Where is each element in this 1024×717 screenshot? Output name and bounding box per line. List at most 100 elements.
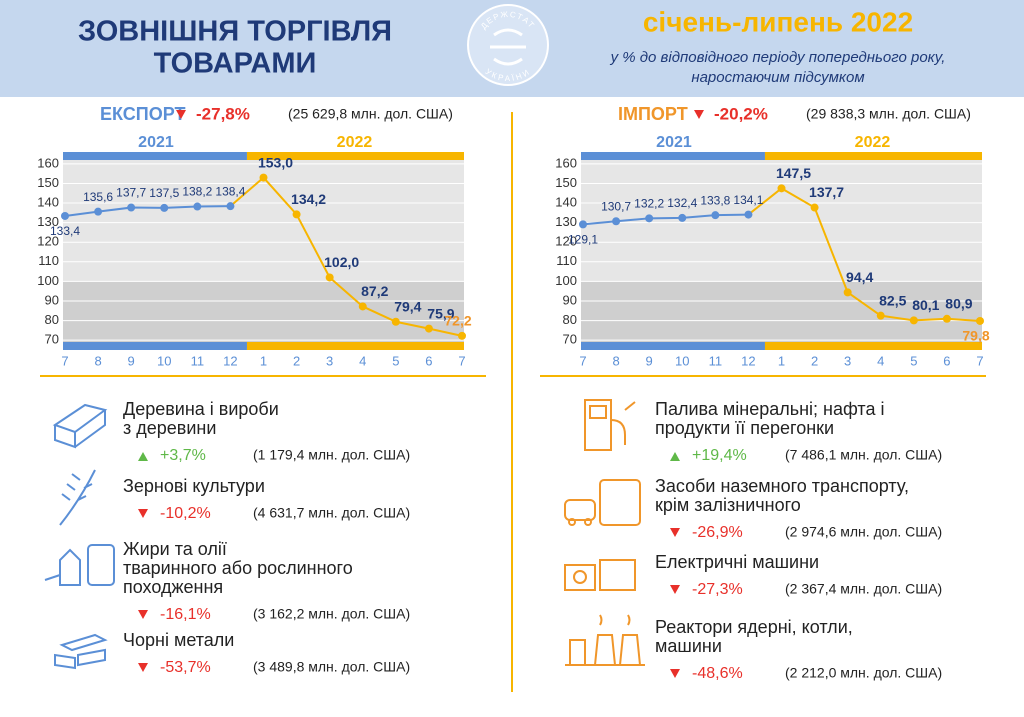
value-label: 79,8 (962, 328, 989, 344)
value-label: 80,1 (912, 297, 939, 313)
x-tick-label: 7 (61, 353, 68, 368)
change-marker (694, 110, 704, 119)
x-tick-label: 12 (223, 353, 237, 368)
value-label: 80,9 (945, 296, 972, 312)
value-label: 135,6 (83, 190, 113, 204)
item-amount: (1 179,4 млн. дол. США) (253, 447, 410, 463)
value-label: 72,2 (444, 313, 471, 329)
item-change: -27,3% (692, 581, 743, 598)
x-tick-label: 5 (392, 353, 399, 368)
value-label: 102,0 (324, 254, 359, 270)
x-tick-label: 7 (579, 353, 586, 368)
point (744, 210, 753, 219)
change-marker (138, 509, 148, 518)
value-label: 75,9 (427, 305, 454, 321)
item-change: -16,1% (160, 606, 211, 623)
year-label: 2022 (337, 134, 373, 151)
point (193, 202, 202, 211)
icon-transport (564, 479, 641, 526)
x-tick-label: 8 (612, 353, 619, 368)
y-tick-label: 140 (37, 194, 59, 209)
x-tick-label: 6 (425, 353, 432, 368)
point (579, 220, 587, 229)
point (325, 273, 334, 282)
x-tick-label: 9 (646, 353, 653, 368)
icon-reactor (565, 614, 645, 666)
item-name: Електричні машини (655, 552, 819, 572)
y-tick-label: 120 (37, 234, 59, 249)
y-tick-label: 80 (45, 312, 59, 327)
chart-change: -27,8% (196, 104, 250, 123)
item-name: Деревина і вироби (123, 399, 279, 419)
point (942, 314, 951, 323)
point (292, 210, 301, 219)
value-label: 132,4 (667, 196, 697, 210)
item-amount: (3 489,8 млн. дол. США) (253, 659, 410, 675)
point (358, 302, 367, 311)
change-marker (176, 110, 186, 119)
value-label: 138,2 (182, 185, 212, 199)
item-name: Зернові культури (123, 476, 265, 496)
x-tick-label: 2 (293, 353, 300, 368)
change-marker (670, 528, 680, 537)
y-tick-label: 110 (38, 253, 59, 268)
value-label: 130,7 (601, 199, 631, 213)
x-tick-label: 7 (458, 353, 465, 368)
value-label: 79,4 (394, 298, 421, 314)
x-tick-label: 1 (778, 353, 785, 368)
icon-grain (59, 469, 96, 526)
point (645, 214, 654, 223)
x-tick-label: 5 (910, 353, 917, 368)
x-tick-label: 3 (844, 353, 851, 368)
logo (467, 4, 549, 86)
point (711, 211, 720, 220)
y-tick-label: 110 (556, 253, 577, 268)
year-strip (581, 342, 765, 350)
y-tick-label: 150 (37, 175, 59, 190)
item-change: -10,2% (160, 505, 211, 522)
y-tick-label: 160 (37, 155, 59, 170)
value-label: 94,4 (846, 269, 873, 285)
change-marker (138, 663, 148, 672)
year-strip (63, 152, 247, 160)
change-marker (670, 452, 680, 461)
y-tick-label: 130 (37, 214, 59, 229)
year-strip (63, 342, 247, 350)
point (61, 211, 69, 220)
change-marker (670, 669, 680, 678)
item-change: -48,6% (692, 665, 743, 682)
point (976, 316, 984, 325)
change-marker (138, 610, 148, 619)
x-tick-label: 2 (811, 353, 818, 368)
plot-bg-low (581, 281, 982, 348)
item-amount: (2 212,0 млн. дол. США) (785, 665, 942, 681)
y-tick-label: 160 (555, 155, 577, 170)
value-label: 133,8 (700, 193, 730, 207)
point (458, 331, 466, 340)
year-strip (764, 152, 982, 160)
x-tick-label: 11 (191, 353, 205, 368)
item-change: -26,9% (692, 524, 743, 541)
item-name: походження (123, 577, 223, 597)
line (64, 205, 231, 217)
year-strip (246, 152, 464, 160)
chart-total: (25 629,8 млн. дол. США) (288, 106, 453, 122)
value-label: 137,5 (149, 186, 179, 200)
point (612, 217, 621, 226)
y-tick-label: 130 (555, 214, 577, 229)
change-marker (670, 585, 680, 594)
point (678, 213, 687, 222)
title: ЗОВНІШНЯ ТОРГІВЛЯ (78, 16, 392, 48)
point (810, 203, 819, 212)
year-label: 2022 (855, 134, 891, 151)
item-amount: (3 162,2 млн. дол. США) (253, 606, 410, 622)
x-tick-label: 4 (359, 353, 366, 368)
logo-mark (490, 28, 526, 66)
y-tick-label: 90 (45, 292, 59, 307)
point (391, 317, 400, 326)
y-tick-label: 140 (555, 194, 577, 209)
y-tick-label: 80 (563, 312, 577, 327)
x-tick-label: 8 (94, 353, 101, 368)
x-tick-label: 12 (741, 353, 755, 368)
